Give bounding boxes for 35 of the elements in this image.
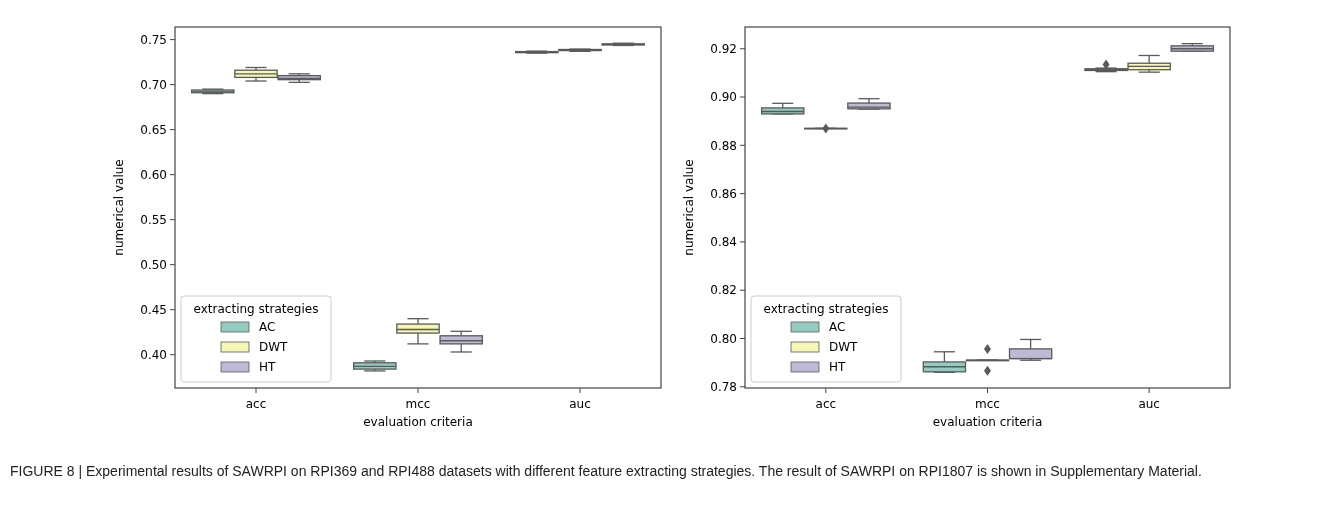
y-tick-label: 0.50 — [140, 257, 167, 272]
x-tick-label: acc — [245, 397, 267, 411]
y-tick-label: 0.78 — [710, 379, 737, 394]
legend-label: DWT — [829, 340, 859, 354]
legend-title: extracting strategies — [763, 302, 889, 316]
legend-label: AC — [829, 320, 846, 334]
y-tick-label: 0.40 — [140, 347, 167, 362]
y-tick-label: 0.90 — [710, 90, 737, 105]
x-tick-label: mcc — [975, 397, 1000, 411]
legend-label: HT — [829, 360, 847, 374]
y-tick-label: 0.86 — [710, 186, 737, 201]
legend-label: DWT — [259, 340, 289, 354]
y-axis-title: numerical value — [112, 159, 126, 256]
y-tick-label: 0.92 — [710, 41, 737, 56]
y-tick-label: 0.82 — [710, 283, 737, 298]
legend-label: HT — [259, 360, 277, 374]
y-tick-label: 0.70 — [140, 77, 167, 92]
y-tick-label: 0.45 — [140, 302, 167, 317]
x-tick-label: auc — [1138, 397, 1160, 411]
y-tick-label: 0.60 — [140, 167, 167, 182]
x-tick-label: acc — [815, 397, 837, 411]
y-tick-label: 0.75 — [140, 32, 167, 47]
y-tick-label: 0.80 — [710, 331, 737, 346]
x-axis-title: evaluation criteria — [363, 415, 473, 429]
y-tick-label: 0.65 — [140, 122, 167, 137]
y-tick-label: 0.55 — [140, 212, 167, 227]
x-tick-label: mcc — [405, 397, 431, 411]
caption: FIGURE 8 | Experimental results of SAWRPI on RPI369 and RPI488 datasets with different feature extracting strategies. The result of SAWRPI on RPI1807 is shown in Supplementary Material. — [10, 462, 1203, 481]
legend-title: extracting strategies — [193, 302, 319, 316]
y-tick-label: 0.84 — [710, 235, 737, 250]
y-tick-label: 0.88 — [710, 138, 737, 153]
y-axis-title: numerical value — [682, 159, 696, 256]
x-tick-label: auc — [569, 397, 591, 411]
x-axis-title: evaluation criteria — [932, 415, 1043, 429]
legend-label: AC — [259, 320, 276, 334]
